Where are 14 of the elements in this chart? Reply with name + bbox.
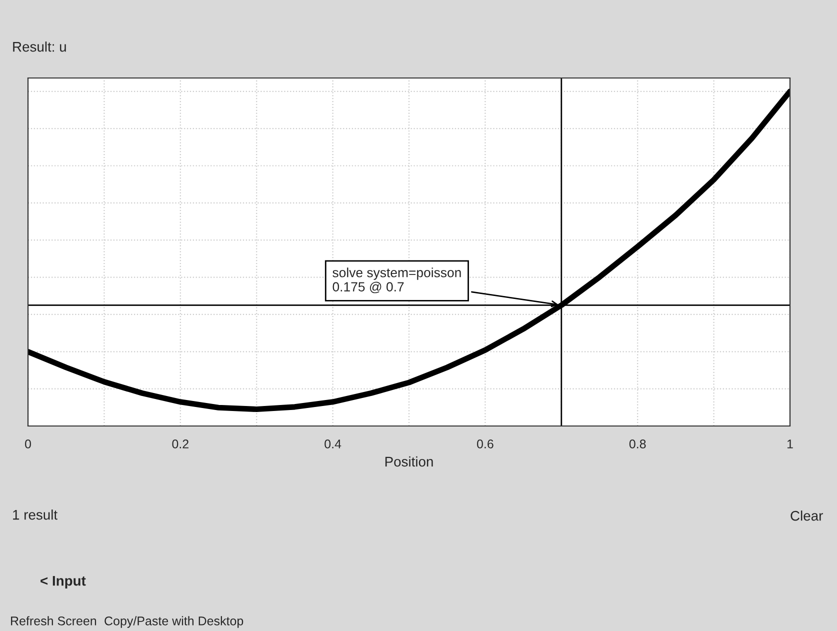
annotation: solve system=poisson 0.175 @ 0.7 xyxy=(332,268,461,294)
text: 1 result xyxy=(13,510,58,520)
text: Copy/Paste with Desktop xyxy=(104,616,244,628)
text: Clear xyxy=(790,510,823,521)
x-tick-label: 0.6 xyxy=(477,440,494,448)
x-tick-label: 0.2 xyxy=(172,440,188,448)
text: Refresh Screen xyxy=(11,616,96,626)
x-tick-label: 1 xyxy=(787,440,793,448)
x-tick-label: 0.8 xyxy=(629,440,646,448)
text: Result: u xyxy=(13,42,66,52)
x-tick-label: 0.4 xyxy=(324,440,342,448)
x-tick-label: 0 xyxy=(25,440,31,448)
x-axis-title: Position xyxy=(385,456,433,467)
text: < Input xyxy=(40,576,86,588)
